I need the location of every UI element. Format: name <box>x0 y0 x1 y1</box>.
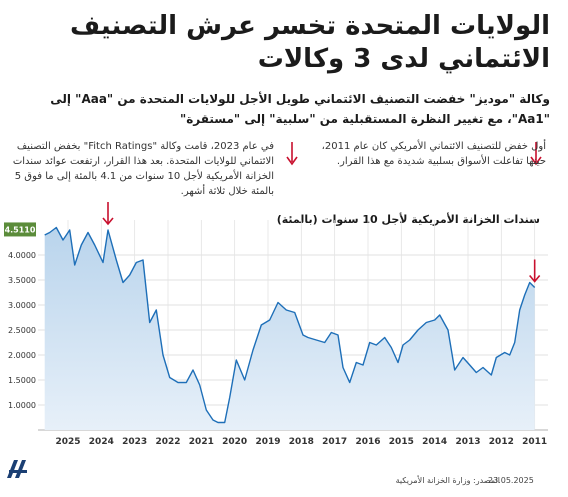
x-tick-label: 2019 <box>255 437 280 447</box>
current-value-box <box>4 222 36 237</box>
event-marker-arrow-icon <box>529 259 541 283</box>
chart-title: سندات الخزانة الأمريكية لأجل 10 سنوات (ب… <box>276 213 540 226</box>
annotation-fitch: في عام 2023، قامت وكالة "Fitch Ratings" … <box>12 141 274 197</box>
annotation-right-arrow-icon <box>530 142 542 166</box>
x-tick-label: 2016 <box>355 437 380 447</box>
y-tick-label: 1.0000 <box>8 401 36 410</box>
x-tick-label: 2020 <box>222 437 247 447</box>
x-tick-label: 2014 <box>422 437 447 447</box>
y-tick-label: 2.5000 <box>8 326 36 335</box>
series-area <box>44 227 535 430</box>
x-tick-label: 2011 <box>522 437 547 447</box>
annotation-2011-downgrade: أول خفض للتصنيف الائتماني الأمريكي كان ع… <box>321 141 546 167</box>
x-tick-label: 2021 <box>189 437 214 447</box>
page-title: الولايات المتحدة تخسر عرش التصنيف الائتم… <box>69 11 550 74</box>
series-line <box>44 226 536 424</box>
x-tick-label: 2013 <box>455 437 480 447</box>
x-tick-label: 2012 <box>489 437 514 447</box>
x-tick-label: 2023 <box>122 437 147 447</box>
y-tick-label: 3.0000 <box>8 301 36 310</box>
page-subtitle: وكالة "موديز" خفضت التصنيف الائتماني طوي… <box>50 92 550 126</box>
x-tick-label: 2024 <box>89 437 114 447</box>
x-tick-label: 2025 <box>55 437 80 447</box>
y-tick-label: 1.5000 <box>8 376 36 385</box>
aa-logo-icon <box>6 456 32 484</box>
x-tick-label: 2018 <box>289 437 314 447</box>
footer-source: المصدر: وزارة الخزانة الأمريكية <box>395 476 500 485</box>
treasury-yield-chart: 1.0000 1.5000 2.0000 2.5000 3.0000 3.5000 4.00… <box>4 202 548 447</box>
x-tick-label: 2017 <box>322 437 347 447</box>
event-marker-arrow-icon <box>102 202 114 226</box>
footer-date: 23.05.2025 <box>488 476 534 485</box>
y-tick-label: 2.0000 <box>8 351 36 360</box>
x-tick-label: 2022 <box>155 437 180 447</box>
y-tick-label: 3.5000 <box>8 276 36 285</box>
x-tick-label: 2015 <box>389 437 414 447</box>
y-tick-label: 4.0000 <box>8 251 36 260</box>
current-value-label: 4.5110 <box>5 225 36 234</box>
annotation-left-arrow-icon <box>286 142 298 166</box>
